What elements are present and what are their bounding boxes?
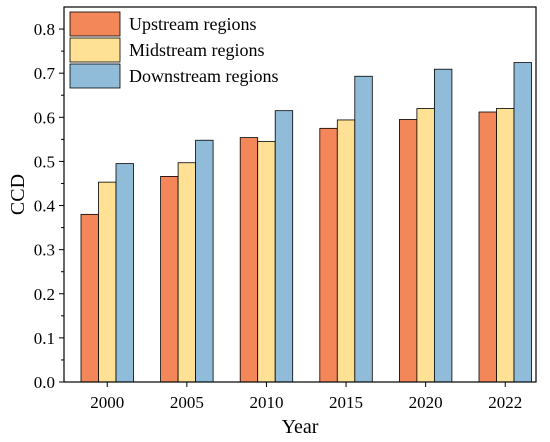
bar-midstream-regions-2000: [98, 181, 117, 383]
bar-midstream-regions-2015: [336, 119, 356, 383]
y-tick-label: 0.3: [34, 241, 55, 260]
bar-midstream-regions-2005: [177, 162, 197, 383]
legend-swatch-midstream-regions: [69, 37, 121, 63]
x-tick-label: 2005: [170, 393, 204, 412]
y-tick-label: 0.1: [34, 329, 55, 348]
bar-downstream-regions-2015: [354, 75, 373, 383]
bar-downstream-regions-2010: [274, 110, 294, 383]
x-tick-label: 2022: [488, 393, 522, 412]
y-tick-label: 0.4: [34, 197, 56, 216]
x-tick-label: 2010: [249, 393, 283, 412]
bar-downstream-regions-2005: [195, 139, 214, 383]
bar-midstream-regions-2022: [496, 108, 515, 383]
y-axis-title: CCD: [7, 174, 29, 215]
bar-upstream-regions-2022: [478, 111, 497, 383]
legend-label: Downstream regions: [129, 66, 278, 86]
plot-frame: [63, 6, 537, 383]
y-tick-label: 0.5: [34, 152, 55, 171]
legend-label: Upstream regions: [129, 14, 256, 34]
x-tick-label: 2015: [329, 393, 363, 412]
legend: Upstream regions Midstream regions Downstr…: [69, 11, 278, 89]
y-tick-label: 0.2: [34, 285, 55, 304]
bar-downstream-regions-2000: [115, 163, 134, 383]
bar-upstream-regions-2015: [319, 127, 338, 383]
x-tick-label: 2000: [90, 393, 124, 412]
y-tick-label: 0.8: [34, 20, 55, 39]
ticks-layer: 2000 2005 2010 2015 2020 2022 0.0 0.1 0.2 0.3 0.4 0…: [34, 20, 523, 412]
x-tick-label: 2020: [409, 393, 443, 412]
bar-upstream-regions-2020: [398, 119, 418, 383]
legend-swatch-downstream-regions: [69, 63, 121, 89]
legend-swatch-upstream-regions: [69, 11, 121, 37]
bar-upstream-regions-2005: [160, 176, 179, 383]
bar-midstream-regions-2020: [416, 108, 435, 383]
x-axis-title: Year: [282, 416, 319, 438]
bar-midstream-regions-2010: [257, 141, 276, 383]
y-tick-label: 0.6: [34, 108, 55, 127]
y-tick-label: 0.7: [34, 64, 56, 83]
bar-downstream-regions-2022: [513, 62, 532, 383]
bar-downstream-regions-2020: [433, 68, 453, 383]
legend-label: Midstream regions: [129, 40, 264, 60]
bar-upstream-regions-2010: [239, 137, 259, 383]
bars-layer: [80, 62, 532, 383]
y-tick-label: 0.0: [34, 373, 55, 392]
bar-upstream-regions-2000: [80, 213, 99, 383]
